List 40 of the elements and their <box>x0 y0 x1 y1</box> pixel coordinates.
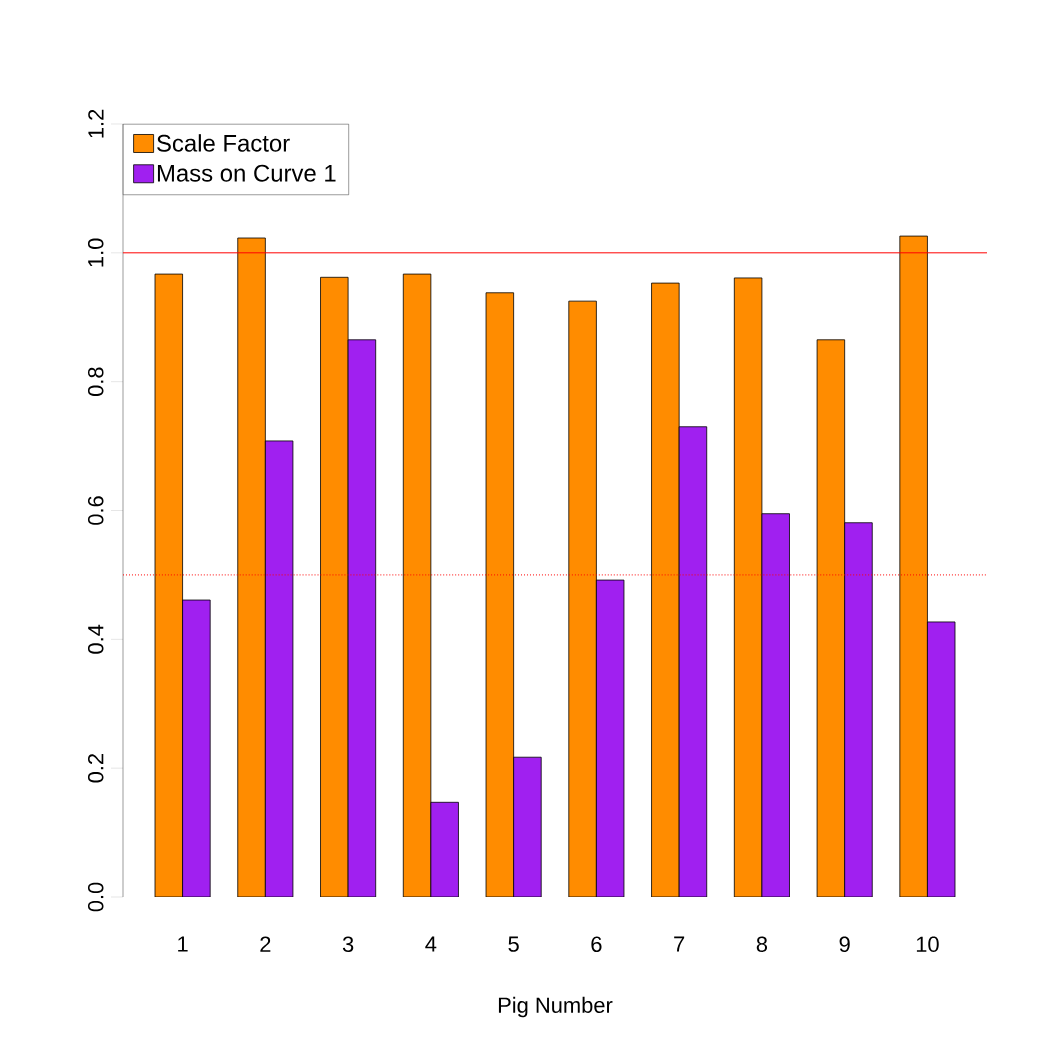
bar <box>430 802 459 897</box>
y-tick-label: 0.4 <box>87 624 104 654</box>
bar <box>155 274 183 897</box>
x-tick-label: 3 <box>342 936 354 953</box>
bar <box>513 757 542 897</box>
bar <box>927 621 956 897</box>
bar <box>265 440 293 897</box>
bar <box>651 283 680 897</box>
x-tick-label: 9 <box>839 936 850 953</box>
x-tick-label: 6 <box>591 936 602 953</box>
x-tick-label: 8 <box>756 936 768 953</box>
bar <box>761 513 790 897</box>
bar <box>320 277 349 897</box>
bar <box>817 339 845 897</box>
x-tick-label: 2 <box>260 936 271 952</box>
legend-label: Mass on Curve 1 <box>157 164 336 182</box>
bar <box>237 238 266 897</box>
y-tick-label: 0.8 <box>87 367 104 397</box>
bar <box>899 235 928 897</box>
bar <box>596 580 624 897</box>
bar <box>679 426 707 897</box>
bar <box>182 600 211 897</box>
x-axis-title: Pig Number <box>498 996 613 1018</box>
bar <box>844 522 873 897</box>
y-tick-label: 0.0 <box>87 882 104 912</box>
bar <box>348 339 376 897</box>
bar <box>734 277 762 897</box>
bar <box>403 274 431 897</box>
x-tick-label: 10 <box>916 936 939 953</box>
legend-label: Scale Factor <box>157 134 290 152</box>
y-tick-label: 0.2 <box>87 754 104 783</box>
x-tick-label: 7 <box>674 936 685 952</box>
x-tick-label: 1 <box>178 936 188 952</box>
x-tick-label: 5 <box>508 936 519 952</box>
x-tick-label: 4 <box>425 936 437 952</box>
bar <box>486 292 514 897</box>
y-tick-label: 1.2 <box>88 109 104 138</box>
y-tick-label: 0.6 <box>87 496 104 525</box>
y-tick-label: 1.0 <box>87 238 104 267</box>
bar <box>568 301 597 897</box>
